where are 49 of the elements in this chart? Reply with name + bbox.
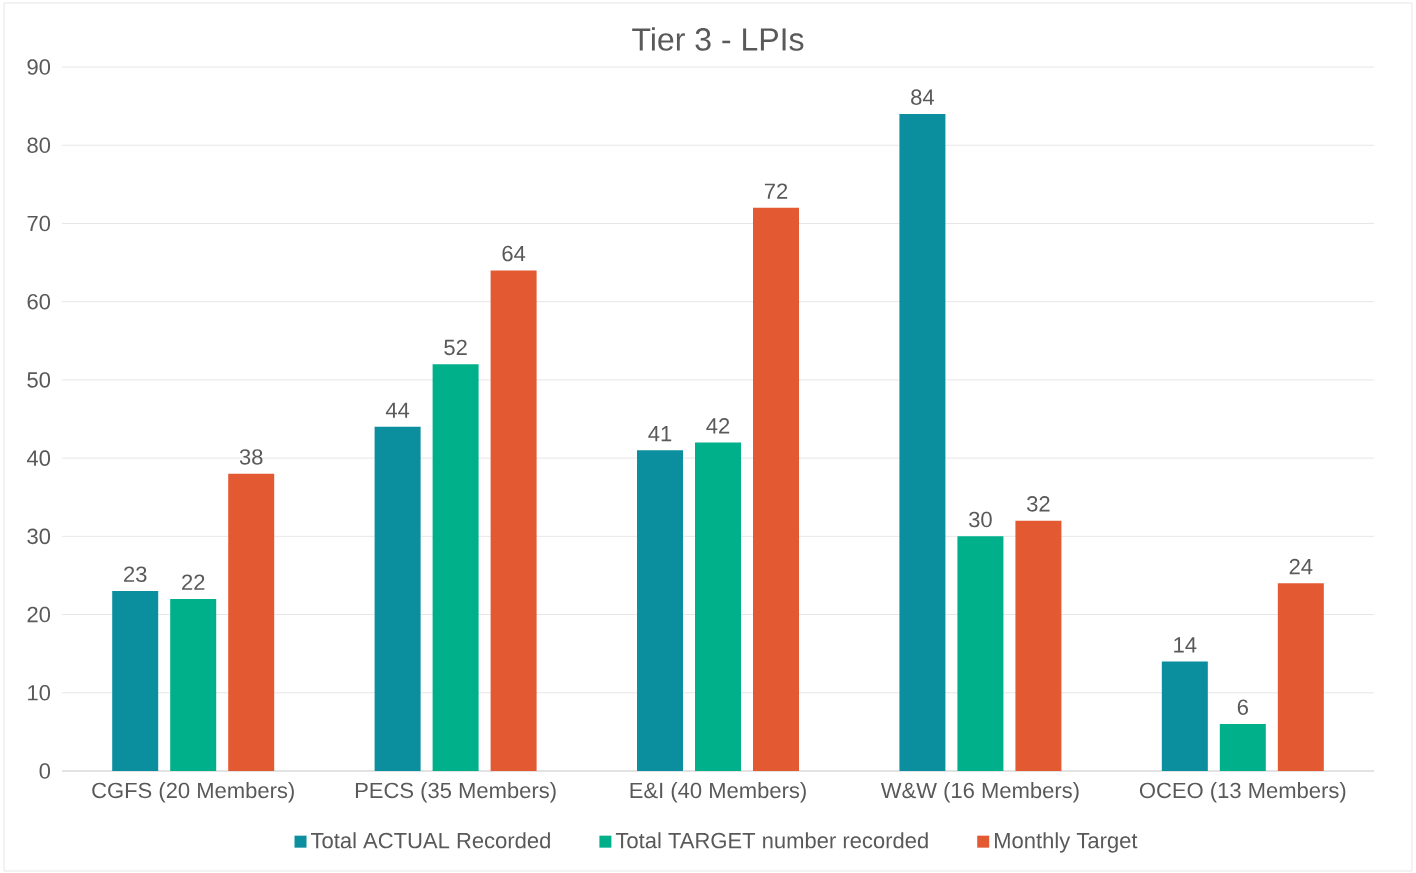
bar	[1219, 724, 1266, 771]
bar	[1161, 661, 1208, 771]
chart-title: Tier 3 - LPIs	[632, 27, 804, 51]
data-label: 72	[764, 183, 788, 199]
bar	[432, 364, 479, 771]
data-label: 84	[911, 89, 934, 105]
bar	[1277, 583, 1324, 771]
bar	[753, 207, 800, 771]
x-tick-label: PECS (35 Members)	[355, 782, 556, 803]
data-label: 23	[124, 566, 147, 583]
y-tick-label: 0	[39, 763, 51, 779]
y-tick-label: 40	[26, 450, 51, 466]
data-label: 42	[706, 418, 730, 434]
bar	[490, 270, 537, 771]
data-label: 52	[444, 339, 467, 356]
x-tick-label: E&I (40 Members)	[630, 782, 806, 803]
legend-label: Total ACTUAL Recorded	[311, 832, 550, 849]
data-label: 22	[182, 574, 205, 590]
bar	[899, 113, 946, 771]
y-tick-label: 90	[27, 59, 51, 75]
bar	[112, 591, 159, 771]
bar	[695, 442, 742, 771]
x-tick-label: OCEO (13 Members)	[1139, 782, 1346, 803]
y-tick-label: 20	[27, 606, 51, 623]
data-label: 64	[502, 245, 526, 262]
x-tick-label: CGFS (20 Members)	[92, 782, 294, 803]
legend-label: Monthly Target	[995, 832, 1138, 853]
y-tick-label: 70	[27, 215, 51, 232]
bar	[374, 426, 421, 771]
data-label: 24	[1289, 558, 1313, 575]
bar	[228, 473, 275, 771]
y-tick-label: 80	[27, 137, 51, 154]
bar	[957, 536, 1004, 771]
y-tick-label: 10	[28, 685, 51, 701]
bar	[1015, 520, 1062, 771]
data-label: 38	[239, 449, 263, 465]
y-tick-label: 60	[27, 293, 51, 310]
data-label: 14	[1174, 637, 1197, 653]
data-label: 30	[969, 511, 992, 528]
x-tick-label: W&W (16 Members)	[880, 782, 1079, 803]
bar	[170, 598, 217, 771]
bar	[637, 450, 684, 771]
data-label: 41	[648, 426, 672, 442]
y-tick-label: 30	[27, 528, 51, 545]
data-label: 6	[1237, 699, 1248, 715]
legend-label: Total TARGET number recorded	[615, 832, 928, 849]
data-label: 32	[1027, 496, 1050, 512]
data-label: 44	[385, 402, 410, 418]
y-tick-label: 50	[27, 372, 51, 388]
